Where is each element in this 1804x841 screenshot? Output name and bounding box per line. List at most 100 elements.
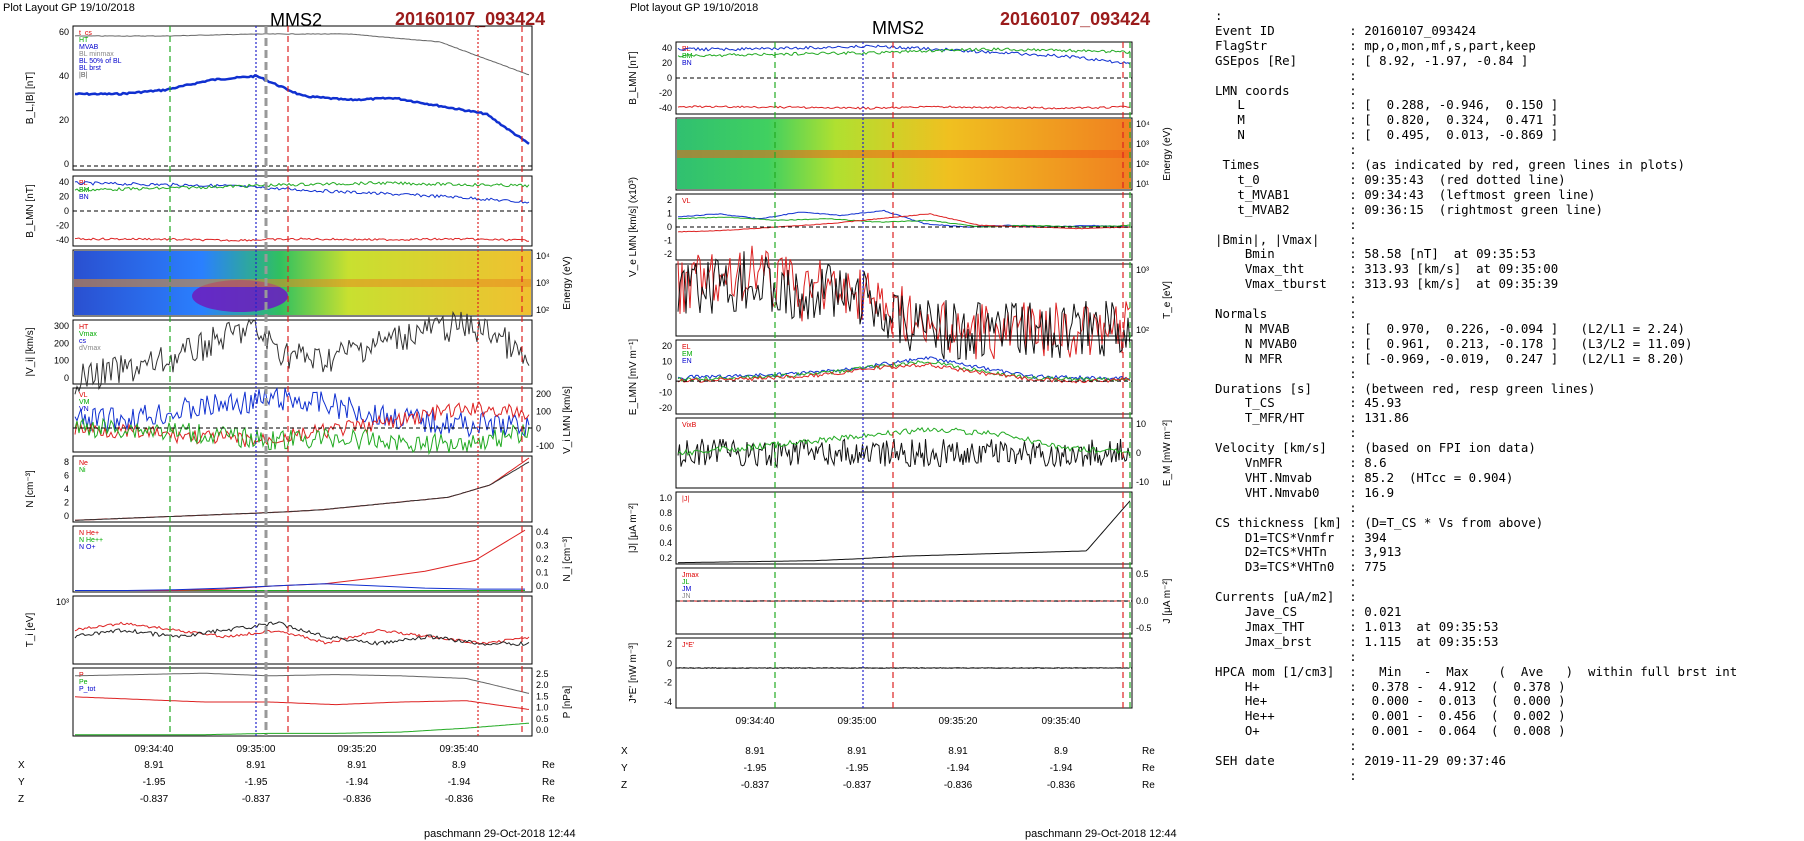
left-panel-tick: 0 xyxy=(64,373,69,383)
right-panel-9: J*E' [nW m⁻³] 2 0 -2 -4 J*E' xyxy=(628,637,1133,709)
summary-value: : 0.000 - 0.013 ( 0.000 ) xyxy=(1349,693,1566,709)
left-panel-tick: 10⁴ xyxy=(536,251,550,261)
right-panel-tick: 10² xyxy=(1136,325,1149,335)
right-panel-ylabel: J [μA m⁻²] xyxy=(1162,578,1173,623)
summary-row: FlagStr : mp,o,mon,mf,s,part,keep xyxy=(1215,38,1536,53)
summary-key: Velocity [km/s] xyxy=(1215,440,1350,456)
summary-row: N MVAB0 : [ 0.961, 0.213, -0.178 ] (L3/L… xyxy=(1215,335,1693,351)
left-panel-tick: 0 xyxy=(536,424,541,434)
left-panel-tick: 10³ xyxy=(536,278,549,288)
summary-value: : 09:34:43 (leftmost green line) xyxy=(1349,186,1596,202)
summary-value: : xyxy=(1349,589,1357,605)
left-ephem-value: -1.95 xyxy=(143,777,166,788)
right-panel-legend: BN xyxy=(682,60,692,67)
left-panel-tick: -100 xyxy=(536,441,554,451)
left-series-Ptot xyxy=(75,722,530,736)
right-ephem-label: Y xyxy=(621,763,628,774)
right-panel-ylabel: V_e LMN [km/s] (x10³) xyxy=(628,177,639,277)
summary-row: t_0 : 09:35:43 (red dotted line) xyxy=(1215,172,1565,187)
right-layout-label: Plot layout GP 19/10/2018 xyxy=(630,2,759,14)
left-panel-tick: 4 xyxy=(64,484,69,494)
left-panel-legend: VM xyxy=(79,399,90,406)
left-panel-ylabel: B_L,|B| [nT] xyxy=(25,72,36,125)
summary-value: : [ 0.820, 0.324, 0.471 ] xyxy=(1349,112,1559,128)
summary-row: : xyxy=(1215,142,1356,157)
right-panel-ylabel: J*E' [nW m⁻³] xyxy=(628,643,639,704)
summary-value: : xyxy=(1349,306,1357,321)
right-panel-tick: -20 xyxy=(659,403,672,413)
left-panel-frame xyxy=(72,525,533,593)
left-panel-ylabel: V_i LMN [km/s] xyxy=(562,386,573,454)
right-footer: paschmann 29-Oct-2018 12:44 xyxy=(1025,828,1177,840)
right-panel-tick: 2 xyxy=(667,639,672,649)
left-panel-ylabel: N [cm⁻³] xyxy=(25,470,36,508)
right-spacecraft-title: MMS2 xyxy=(872,18,925,38)
right-ephem-unit: Re xyxy=(1142,763,1155,774)
summary-value: : [ 0.495, 0.013, -0.869 ] xyxy=(1349,127,1559,143)
summary-value: : 09:36:15 (rightmost green line) xyxy=(1349,201,1603,217)
left-panel-frame xyxy=(72,455,533,523)
left-series-BM xyxy=(74,181,530,192)
right-series-EM-black xyxy=(677,438,1130,469)
right-panel-tick: -40 xyxy=(659,103,672,113)
left-panel-legend: BN xyxy=(79,194,89,201)
summary-value: : 16.9 xyxy=(1349,484,1395,500)
left-panel-legend: P_tot xyxy=(79,686,95,693)
right-panel-4: T_e [eV] 10³ 10² xyxy=(675,245,1173,360)
summary-value: : 1.013 at 09:35:53 xyxy=(1349,618,1499,634)
summary-row: : xyxy=(1215,574,1357,590)
summary-value: : xyxy=(1349,574,1357,590)
summary-row: N MFR : [ -0.969, -0.019, 0.247 ] (L2/L1… xyxy=(1215,351,1685,366)
left-panel-legend: Ne xyxy=(79,460,88,467)
summary-key: Times xyxy=(1215,157,1350,172)
left-ephem-value: 8.9 xyxy=(452,760,466,771)
right-panel-tick: 0 xyxy=(667,73,672,83)
right-series-Te xyxy=(677,251,1131,360)
summary-key: Durations [s] xyxy=(1215,380,1350,396)
summary-value: : xyxy=(1349,499,1357,515)
summary-row: He++ : 0.001 - 0.456 ( 0.002 ) xyxy=(1215,708,1566,723)
summary-key xyxy=(1215,574,1349,589)
right-panel-tick: 10 xyxy=(1136,419,1146,429)
left-spectrogram-band xyxy=(74,279,531,287)
right-panel-legend: Jmax xyxy=(682,572,699,579)
left-panel-tick: 1.0 xyxy=(536,703,549,713)
right-panel-tick: -2 xyxy=(664,249,672,259)
right-ephem-value: -1.95 xyxy=(744,763,767,774)
left-panel-7: N_i [cm⁻³] 0.4 0.3 0.2 0.1 0.0 N He+N He++N O+ xyxy=(72,525,573,593)
left-spacecraft-title: MMS2 xyxy=(270,10,323,30)
left-series-Ni xyxy=(75,461,530,521)
right-panel-ylabel: |J| [μA m⁻²] xyxy=(628,503,639,553)
left-panel-frame xyxy=(72,175,533,247)
left-series-P xyxy=(75,672,530,694)
right-panel-legend: BM xyxy=(682,53,693,60)
left-ephem-value: -0.837 xyxy=(242,794,271,805)
left-panel-tick: 20 xyxy=(59,115,69,125)
summary-value: : [ 0.961, 0.213, -0.178 ] (L3/L2 = 11.0… xyxy=(1349,335,1693,351)
summary-row: Jmax_brst : 1.115 at 09:35:53 xyxy=(1215,634,1499,649)
summary-row: : xyxy=(1215,68,1356,83)
left-panel-tick: -20 xyxy=(56,221,69,231)
left-panel-frame xyxy=(72,595,533,665)
summary-value: : 0.378 - 4.912 ( 0.378 ) xyxy=(1349,678,1566,694)
right-ephem-value: -0.836 xyxy=(944,780,973,791)
right-panel-legend: EL xyxy=(682,344,691,351)
right-ephem-label: Z xyxy=(621,780,627,791)
left-ephem-value: -0.836 xyxy=(343,794,372,805)
left-time-tick-label: 09:35:20 xyxy=(338,744,377,755)
right-panel-frame xyxy=(675,339,1133,415)
right-panel-tick: 2 xyxy=(667,195,672,205)
left-ephem-value: 8.91 xyxy=(246,760,266,771)
right-ephem-value: 8.91 xyxy=(847,746,867,757)
left-series-He++ xyxy=(75,529,526,591)
summary-key: Jave_CS xyxy=(1215,604,1350,619)
summary-key: Bmin xyxy=(1215,246,1350,262)
summary-key: VnMFR xyxy=(1215,455,1350,470)
left-time-tick-label: 09:34:40 xyxy=(135,744,174,755)
right-panel-legend: J*E' xyxy=(682,642,694,649)
summary-value: : 0.001 - 0.456 ( 0.002 ) xyxy=(1349,708,1566,724)
summary-row: O+ : 0.001 - 0.064 ( 0.008 ) xyxy=(1215,723,1566,738)
summary-value: : 58.58 [nT] at 09:35:53 xyxy=(1349,246,1536,262)
summary-key: GSEpos [Re] xyxy=(1215,52,1350,68)
